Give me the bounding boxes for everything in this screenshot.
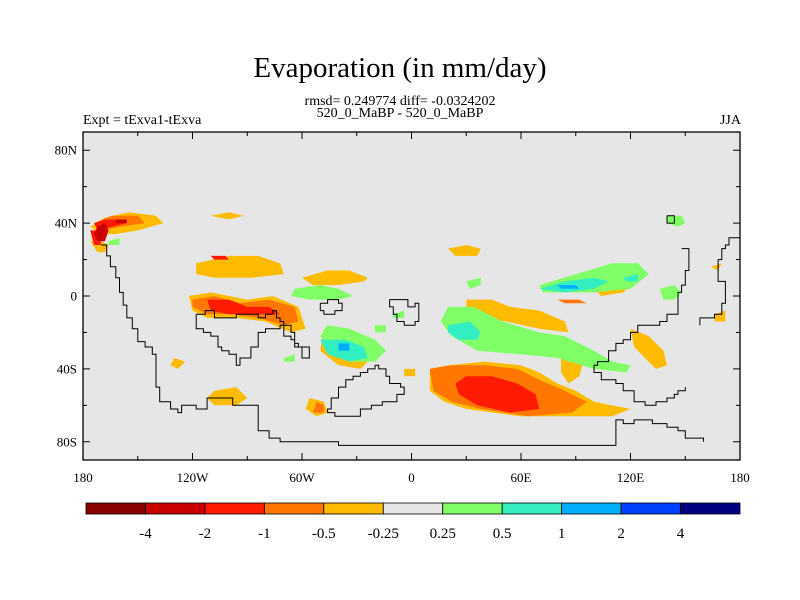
contour-region-0-18 bbox=[714, 310, 726, 322]
y-tick-label-4: 80S bbox=[57, 434, 77, 449]
contour-region-1-11 bbox=[466, 277, 481, 289]
coastline-1 bbox=[195, 310, 310, 366]
contour-region-1-5 bbox=[667, 215, 686, 227]
contour-region-0-9 bbox=[404, 368, 416, 377]
y-tick-label-1: 40N bbox=[55, 216, 78, 231]
colorbar-box-4 bbox=[323, 502, 384, 515]
colorbar-box-1 bbox=[145, 502, 206, 515]
contour-region-1-9 bbox=[283, 354, 295, 362]
page-title: Evaporation (in mm/day) bbox=[253, 52, 547, 84]
colorbar-box-9 bbox=[620, 502, 681, 515]
y-tick-label-2: 0 bbox=[71, 289, 78, 304]
colorbar-box-8 bbox=[561, 502, 622, 515]
coastline-3 bbox=[389, 299, 420, 326]
contour-region-5-2 bbox=[539, 277, 609, 293]
stats-line: rmsd= 0.249774 diff= -0.0324202 bbox=[304, 94, 496, 109]
x-axis: 180 120W 60W 0 60E 120E 180 bbox=[73, 132, 750, 485]
coastlines bbox=[101, 215, 740, 446]
y-tick-label-0: 80N bbox=[55, 143, 78, 158]
coastline-2 bbox=[327, 364, 405, 417]
x-tick-label-6: 180 bbox=[730, 470, 750, 485]
colorbar-box-0 bbox=[85, 502, 146, 515]
colorbar-box-3 bbox=[263, 502, 325, 515]
coastline-6 bbox=[593, 248, 690, 406]
colorbar-box-6 bbox=[442, 502, 503, 515]
x-tick-label-2: 60W bbox=[289, 470, 315, 485]
colorbar-label-7: 1 bbox=[558, 526, 566, 542]
contour-region-1-0 bbox=[291, 285, 354, 300]
contour-region-3-2 bbox=[207, 299, 281, 315]
x-tick-label-4: 60E bbox=[511, 470, 532, 485]
contour-region-5-3 bbox=[623, 274, 638, 282]
colorbar-label-5: 0.25 bbox=[430, 526, 456, 542]
x-tick-label-5: 120E bbox=[617, 470, 645, 485]
contour-region-4-1 bbox=[115, 219, 127, 224]
colorbar-label-1: -2 bbox=[199, 526, 212, 542]
colorbar-box-10 bbox=[680, 502, 741, 515]
contour-fields bbox=[90, 212, 726, 417]
contour-region-0-7 bbox=[207, 387, 248, 406]
coastline-5 bbox=[666, 215, 675, 224]
contour-region-0-15 bbox=[210, 212, 244, 220]
contour-region-2-4 bbox=[557, 299, 587, 304]
x-tick-label-0: 180 bbox=[73, 470, 93, 485]
contour-region-0-11 bbox=[466, 299, 569, 333]
colorbar-box-7 bbox=[501, 502, 563, 515]
contour-region-1-1 bbox=[440, 306, 631, 373]
contour-region-6-0 bbox=[557, 285, 580, 289]
colorbar-label-9: 4 bbox=[677, 526, 685, 542]
contour-region-3-4 bbox=[210, 255, 229, 260]
contour-region-0-6 bbox=[170, 358, 186, 369]
x-tick-label-1: 120W bbox=[177, 470, 210, 485]
subtitle: 520_0_MaBP - 520_0_MaBP bbox=[316, 106, 484, 121]
contour-region-3-3 bbox=[455, 376, 540, 413]
contour-region-0-17 bbox=[710, 263, 722, 271]
colorbar-label-0: -4 bbox=[139, 526, 152, 542]
colorbar-label-2: -1 bbox=[258, 526, 271, 542]
colorbar-box-5 bbox=[382, 502, 444, 515]
colorbar-label-4: -0.25 bbox=[368, 526, 399, 542]
contour-region-0-14 bbox=[448, 245, 481, 256]
season-label: JJA bbox=[719, 113, 741, 128]
contour-region-6-1 bbox=[338, 343, 350, 351]
contour-region-4-0 bbox=[94, 223, 109, 242]
contour-region-1-10 bbox=[108, 237, 120, 245]
y-axis: 80N 40N 0 40S 80S bbox=[55, 143, 740, 449]
coastline-7 bbox=[699, 237, 740, 326]
contour-region-1-8 bbox=[375, 325, 386, 333]
experiment-label: Expt = tExva1-tExva bbox=[83, 113, 202, 128]
contour-region-0-12 bbox=[630, 328, 667, 369]
coastline-4 bbox=[319, 299, 343, 315]
colorbar-label-6: 0.5 bbox=[493, 526, 512, 542]
contour-region-2-3 bbox=[312, 401, 324, 413]
contour-region-0-2 bbox=[196, 255, 284, 278]
contour-region-1-4 bbox=[659, 285, 682, 300]
x-tick-label-3: 0 bbox=[408, 470, 415, 485]
contour-region-3-1 bbox=[90, 230, 102, 245]
colorbar-box-2 bbox=[204, 502, 265, 515]
y-tick-label-3: 40S bbox=[57, 361, 77, 376]
contour-region-0-4 bbox=[302, 270, 368, 286]
contour-region-1-7 bbox=[393, 310, 405, 318]
colorbar-label-3: -0.5 bbox=[312, 526, 336, 542]
contour-region-5-1 bbox=[448, 321, 481, 340]
colorbar: -4 -2 -1 -0.5 -0.25 0.25 0.5 1 2 4 bbox=[85, 502, 741, 542]
coastline-0 bbox=[101, 244, 704, 446]
colorbar-label-8: 2 bbox=[617, 526, 625, 542]
